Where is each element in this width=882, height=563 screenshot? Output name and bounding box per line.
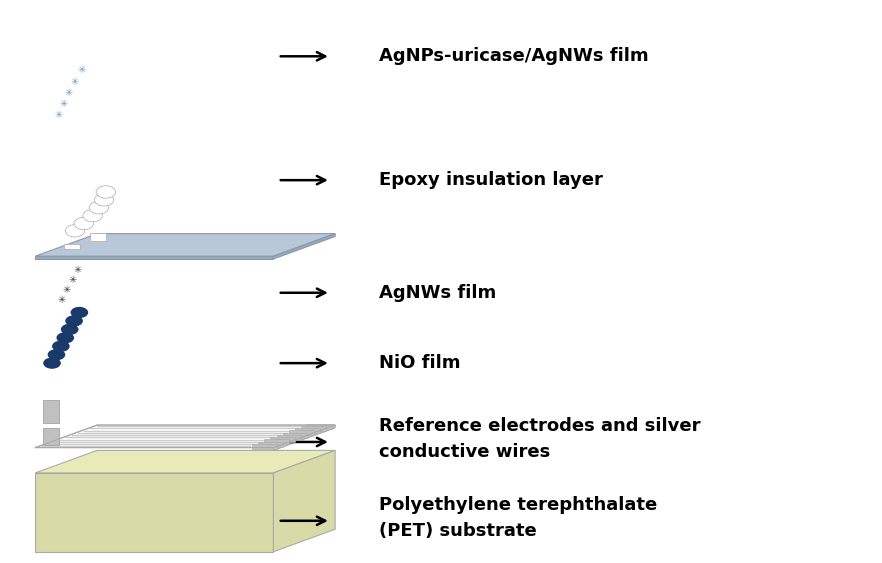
- Bar: [42, 428, 58, 445]
- Bar: [282, 432, 308, 438]
- Text: ✳: ✳: [71, 77, 79, 87]
- Bar: [277, 435, 302, 440]
- Circle shape: [83, 209, 102, 222]
- Polygon shape: [35, 234, 335, 256]
- Text: ✳: ✳: [57, 294, 66, 305]
- Text: conductive wires: conductive wires: [379, 443, 550, 461]
- Text: AgNPs-uricase/AgNWs film: AgNPs-uricase/AgNWs film: [379, 47, 649, 65]
- Bar: [301, 426, 326, 431]
- Text: ✳: ✳: [78, 65, 86, 75]
- Text: (PET) substrate: (PET) substrate: [379, 522, 537, 540]
- Polygon shape: [35, 256, 273, 259]
- Bar: [307, 423, 332, 429]
- Text: Epoxy insulation layer: Epoxy insulation layer: [379, 171, 603, 189]
- Circle shape: [71, 307, 88, 318]
- Circle shape: [94, 194, 114, 206]
- Bar: [252, 444, 277, 449]
- Text: NiO film: NiO film: [379, 354, 460, 372]
- Polygon shape: [35, 450, 335, 473]
- Text: Reference electrodes and silver: Reference electrodes and silver: [379, 417, 701, 435]
- Circle shape: [74, 217, 93, 230]
- Circle shape: [96, 186, 116, 198]
- Bar: [42, 400, 58, 423]
- Bar: [265, 439, 289, 445]
- Text: ✳: ✳: [68, 275, 77, 285]
- Polygon shape: [35, 473, 273, 552]
- Text: ✳: ✳: [59, 99, 68, 109]
- Bar: [270, 437, 295, 443]
- Circle shape: [65, 315, 83, 327]
- Circle shape: [43, 358, 61, 369]
- Bar: [295, 428, 320, 434]
- Text: ✳: ✳: [63, 285, 71, 295]
- Text: ✳: ✳: [73, 265, 82, 275]
- Text: ✳: ✳: [54, 110, 63, 120]
- Bar: [91, 233, 107, 242]
- Circle shape: [56, 332, 74, 343]
- Text: ✳: ✳: [64, 88, 73, 98]
- Bar: [288, 430, 314, 436]
- Polygon shape: [273, 450, 335, 552]
- Circle shape: [89, 202, 108, 214]
- Polygon shape: [273, 425, 335, 450]
- Circle shape: [52, 341, 70, 352]
- Text: AgNWs film: AgNWs film: [379, 284, 497, 302]
- Polygon shape: [273, 234, 335, 259]
- Bar: [64, 244, 79, 249]
- Circle shape: [65, 225, 85, 237]
- Circle shape: [48, 349, 65, 360]
- Bar: [258, 441, 282, 447]
- Polygon shape: [35, 425, 335, 448]
- Text: Polyethylene terephthalate: Polyethylene terephthalate: [379, 496, 657, 514]
- Circle shape: [61, 324, 78, 335]
